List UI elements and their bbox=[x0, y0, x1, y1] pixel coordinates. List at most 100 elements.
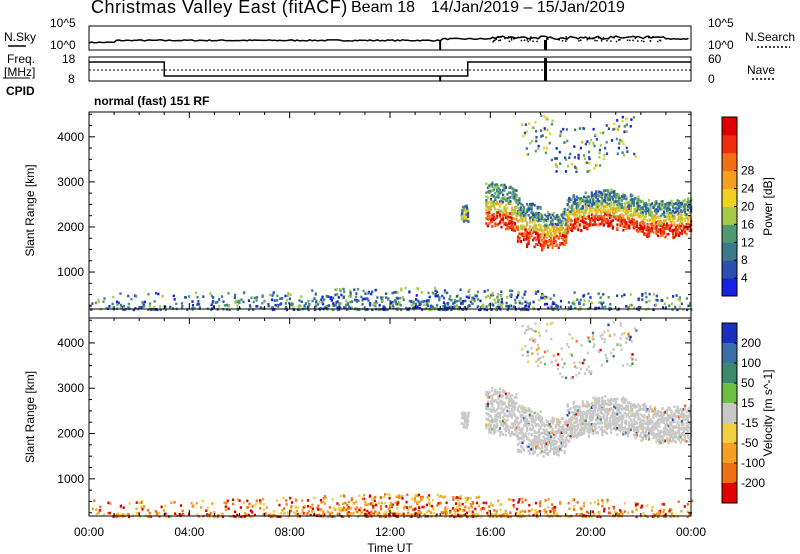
scatter-point bbox=[586, 161, 589, 165]
scatter-point bbox=[626, 211, 629, 214]
scatter-point bbox=[498, 430, 502, 434]
scatter-point bbox=[562, 231, 565, 235]
scatter-point bbox=[631, 217, 634, 221]
scatter-point bbox=[527, 449, 530, 453]
scatter-point bbox=[635, 515, 638, 519]
scatter-point bbox=[615, 512, 619, 516]
scatter-point bbox=[527, 206, 530, 210]
scatter-point bbox=[587, 155, 591, 159]
scatter-point bbox=[576, 513, 579, 517]
scatter-point bbox=[464, 414, 467, 417]
scatter-point bbox=[503, 418, 506, 421]
scatter-point bbox=[516, 228, 520, 232]
scatter-point bbox=[631, 194, 634, 197]
scatter-point bbox=[548, 307, 552, 310]
scatter-point bbox=[164, 512, 167, 516]
scatter-point bbox=[527, 432, 530, 436]
scatter-point bbox=[596, 215, 599, 219]
scatter-point bbox=[581, 422, 584, 425]
scatter-point bbox=[497, 202, 500, 206]
scatter-point bbox=[587, 204, 590, 207]
scatter-point bbox=[538, 414, 541, 417]
scatter-point bbox=[625, 305, 628, 308]
scatter-point bbox=[485, 405, 488, 409]
scatter-point bbox=[542, 232, 545, 236]
scatter-point bbox=[557, 227, 560, 231]
scatter-point bbox=[535, 243, 538, 246]
scatter-point bbox=[321, 301, 324, 304]
scatter-point bbox=[498, 390, 502, 394]
scatter-point bbox=[539, 418, 542, 421]
scatter-point bbox=[523, 131, 526, 135]
scatter-point bbox=[532, 216, 535, 219]
scatter-point bbox=[605, 193, 608, 197]
scatter-point bbox=[416, 510, 419, 514]
scatter-point bbox=[336, 306, 339, 309]
scatter-point bbox=[652, 292, 655, 296]
scatter-point bbox=[681, 217, 684, 221]
scatter-point bbox=[270, 306, 273, 309]
scatter-point bbox=[625, 130, 628, 133]
scatter-point bbox=[542, 220, 545, 223]
scatter-point bbox=[553, 211, 556, 215]
scatter-point bbox=[148, 304, 151, 308]
scatter-point bbox=[122, 304, 125, 308]
scatter-point bbox=[628, 200, 631, 204]
scatter-point bbox=[119, 303, 123, 307]
scatter-point bbox=[559, 162, 562, 165]
scatter-point bbox=[488, 413, 491, 417]
scatter-point bbox=[559, 421, 562, 425]
scatter-point bbox=[565, 233, 568, 237]
scatter-point bbox=[627, 306, 630, 309]
scatter-point bbox=[584, 221, 587, 224]
scatter-point bbox=[629, 213, 632, 216]
scatter-point bbox=[644, 228, 647, 231]
scatter-point bbox=[538, 205, 541, 209]
scatter-point bbox=[363, 508, 366, 512]
scatter-point bbox=[674, 228, 678, 232]
scatter-point bbox=[575, 195, 578, 198]
scatter-point bbox=[571, 226, 574, 230]
scatter-point bbox=[533, 215, 536, 218]
scatter-point bbox=[578, 405, 581, 409]
scatter-point bbox=[366, 509, 369, 513]
nsearch-point bbox=[647, 36, 650, 39]
scatter-point bbox=[452, 302, 455, 305]
scatter-point bbox=[510, 403, 514, 406]
scatter-point bbox=[664, 205, 667, 208]
scatter-point bbox=[539, 215, 542, 219]
scatter-point bbox=[687, 217, 690, 220]
scatter-point bbox=[352, 502, 355, 505]
scatter-point bbox=[469, 503, 472, 506]
scatter-point bbox=[486, 393, 489, 396]
scatter-point bbox=[527, 407, 530, 411]
scatter-point bbox=[521, 123, 524, 126]
scatter-point bbox=[584, 203, 587, 206]
scatter-point bbox=[304, 302, 307, 305]
scatter-point bbox=[486, 224, 489, 228]
scatter-point bbox=[670, 214, 673, 218]
scatter-point bbox=[544, 443, 547, 447]
scatter-point bbox=[405, 306, 408, 310]
scatter-point bbox=[577, 434, 580, 438]
scatter-point bbox=[662, 212, 666, 215]
scatter-point bbox=[530, 234, 533, 238]
scatter-point bbox=[560, 426, 563, 429]
scatter-point bbox=[599, 296, 602, 300]
scatter-point bbox=[521, 427, 524, 430]
scatter-point bbox=[568, 413, 571, 416]
scatter-point bbox=[539, 432, 542, 435]
scatter-point bbox=[646, 209, 649, 213]
scatter-point bbox=[343, 306, 346, 309]
scatter-point bbox=[486, 217, 489, 221]
scatter-point bbox=[327, 515, 330, 519]
scatter-point bbox=[657, 513, 660, 516]
scatter-point bbox=[501, 197, 505, 200]
nsearch-point bbox=[580, 39, 582, 42]
scatter-point bbox=[485, 205, 488, 208]
scatter-point bbox=[530, 420, 533, 424]
scatter-point bbox=[548, 223, 551, 227]
scatter-point bbox=[515, 401, 518, 405]
scatter-point bbox=[497, 395, 500, 398]
scatter-point bbox=[513, 402, 517, 406]
